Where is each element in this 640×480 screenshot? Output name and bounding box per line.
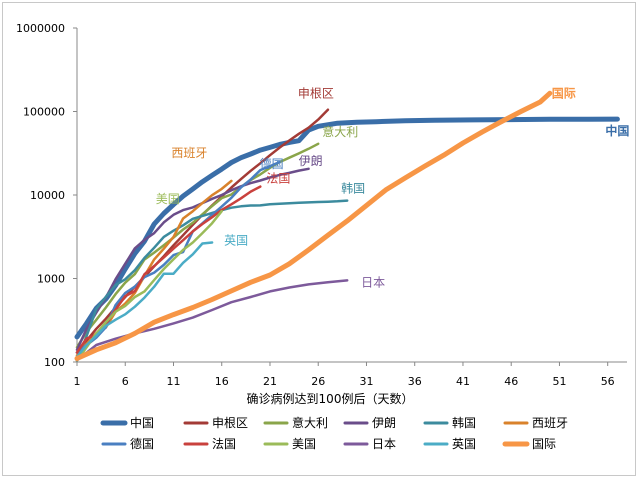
x-tick-label: 36 [408, 375, 422, 388]
legend-label: 申根区 [212, 416, 248, 430]
y-tick-label: 100 [44, 356, 65, 369]
x-tick-label: 51 [552, 375, 566, 388]
x-tick-label: 6 [122, 375, 129, 388]
y-tick-label: 10000 [30, 189, 65, 202]
series-end-label: 韩国 [341, 181, 365, 196]
series-end-label: 申根区 [298, 87, 334, 101]
series-line [75, 209, 223, 362]
x-tick-label: 56 [601, 375, 615, 388]
x-tick-label: 41 [456, 375, 470, 388]
series-end-label: 英国 [224, 233, 248, 247]
x-tick-label: 1 [74, 375, 81, 388]
legend-label: 西班牙 [532, 416, 568, 430]
series-line [74, 90, 553, 361]
legend-label: 韩国 [452, 415, 476, 430]
x-tick-label: 46 [504, 375, 518, 388]
series-line [74, 116, 620, 340]
x-axis-title: 确诊病例达到100例后（天数） [247, 391, 414, 406]
series-end-label: 伊朗 [299, 154, 323, 168]
x-tick-label: 11 [166, 375, 180, 388]
series-end-label: 西班牙 [171, 146, 207, 160]
legend-label: 法国 [212, 437, 236, 451]
legend-label: 美国 [292, 437, 316, 451]
legend-label: 日本 [372, 437, 396, 451]
x-tick-label: 31 [359, 375, 373, 388]
series-end-label: 中国 [605, 123, 629, 138]
y-tick-label: 1000000 [16, 22, 65, 35]
series-end-label: 意大利 [322, 124, 358, 139]
y-tick-label: 100000 [23, 106, 65, 119]
series-end-label: 德国 [260, 156, 284, 171]
series-end-label: 法国 [266, 172, 290, 186]
legend-label: 德国 [130, 436, 154, 451]
x-tick-label: 26 [311, 375, 325, 388]
legend-label: 伊朗 [372, 416, 396, 430]
series-end-label: 美国 [156, 192, 180, 206]
x-tick-label: 21 [263, 375, 277, 388]
legend-label: 英国 [452, 437, 476, 451]
series-line [75, 199, 349, 362]
series-end-label: 日本 [361, 275, 385, 289]
x-axis: 1 6 11 16 21 26 31 36 41 46 51 56 [74, 362, 615, 388]
chart-frame [2, 2, 636, 476]
legend-label: 国际 [532, 437, 556, 451]
series-end-label: 国际 [552, 86, 576, 100]
y-tick-label: 1000 [37, 273, 65, 286]
legend-label: 中国 [130, 415, 154, 430]
series-line [75, 241, 214, 359]
x-tick-label: 16 [215, 375, 229, 388]
legend-label: 意大利 [292, 415, 328, 430]
series-lines [74, 90, 620, 362]
series-line [75, 167, 310, 352]
y-axis: 100 1000 10000 100000 1000000 [16, 22, 77, 369]
